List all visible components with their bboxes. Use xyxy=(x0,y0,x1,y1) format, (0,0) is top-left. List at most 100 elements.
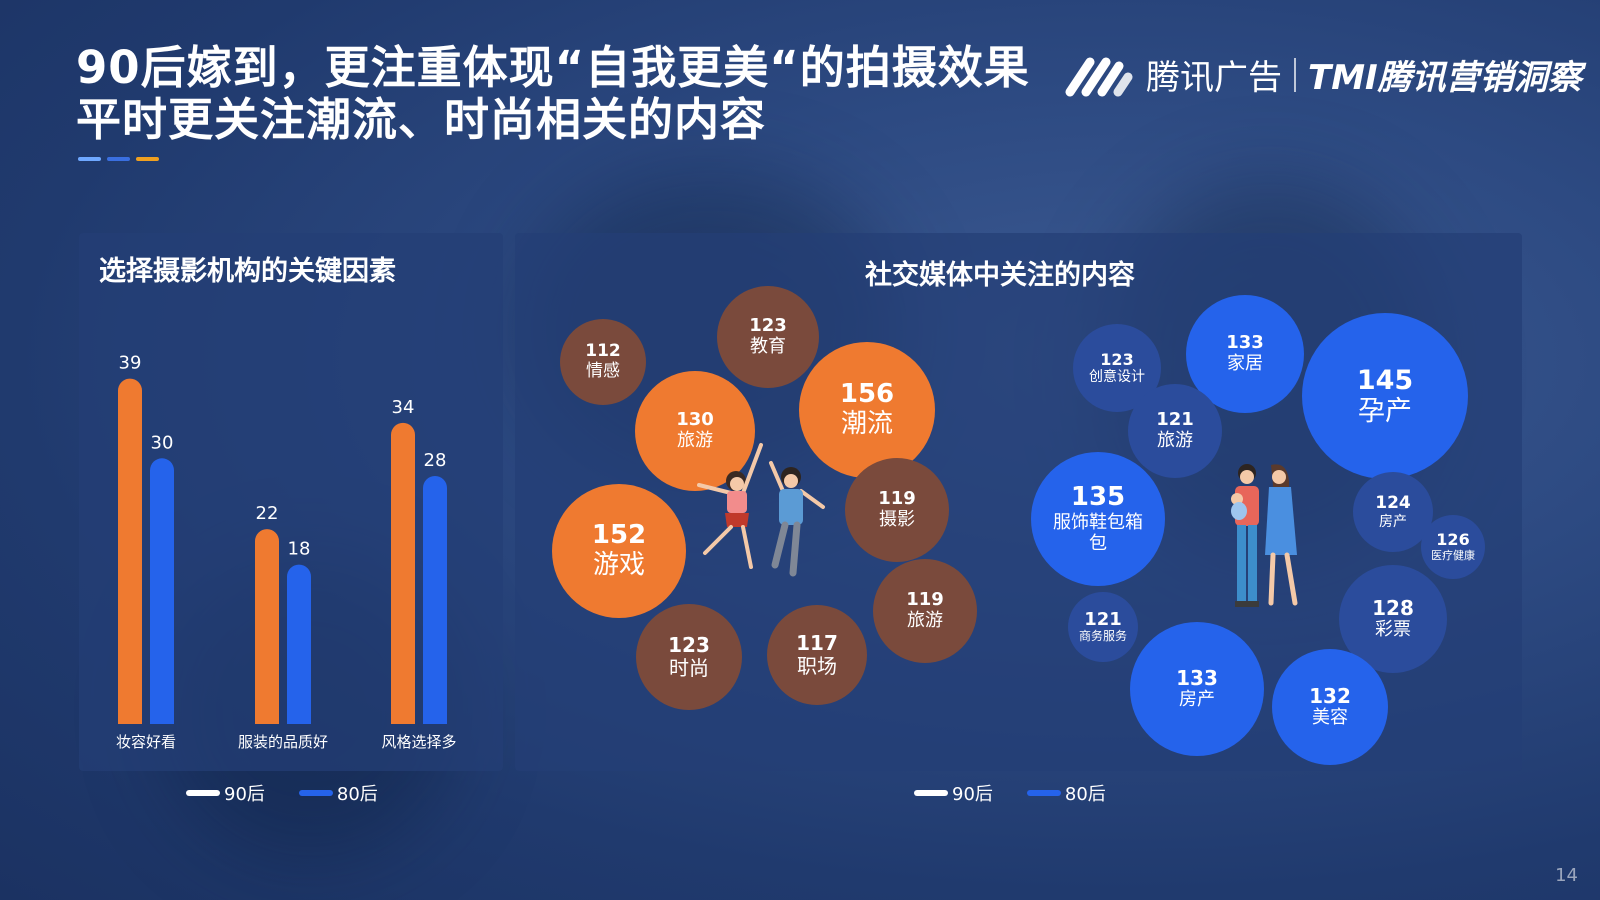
title-accent-bar xyxy=(78,157,159,161)
bar-chart-title: 选择摄影机构的关键因素 xyxy=(99,256,396,287)
legend-label-post80: 80后 xyxy=(336,784,378,805)
bubble-label: 家居 xyxy=(1227,353,1263,374)
bubble-post80: 124 房产 xyxy=(1353,472,1433,552)
legend-item-post90: 90后 xyxy=(914,780,993,806)
legend-item-post80: 80后 xyxy=(1026,780,1106,806)
bubble-chart-panel: 社交媒体中关注的内容 112 情感 123 教育 130 旅游 156 潮流 119 摄影 152 游… xyxy=(515,233,1522,771)
accent-dash-1 xyxy=(78,157,101,161)
page-title: 90后嫁到，更注重体现“自我更美“的拍摄效果 平时更关注潮流、时尚相关的内容 xyxy=(76,42,1030,146)
bubble-post80: 145 孕产 xyxy=(1302,313,1468,479)
legend-swatch-post80 xyxy=(298,790,333,796)
bubble-value: 132 xyxy=(1309,684,1351,709)
bubble-post80: 135 服饰鞋包箱包 xyxy=(1031,452,1165,586)
bar-post90 xyxy=(255,529,279,724)
legend-swatch-post90 xyxy=(186,790,220,796)
bubble-post80: 133 家居 xyxy=(1186,295,1304,413)
bubble-value: 123 xyxy=(1100,349,1134,369)
category-label: 妆容好看 xyxy=(116,733,176,751)
bubble-value: 124 xyxy=(1375,493,1411,514)
logo-sub-text: TMI腾讯营销洞察 xyxy=(1308,58,1582,98)
bubble-label: 房产 xyxy=(1179,689,1215,711)
bubble-chart-title: 社交媒体中关注的内容 xyxy=(865,260,1135,291)
tencent-ads-logo-icon xyxy=(1065,57,1133,96)
category-label: 风格选择多 xyxy=(381,733,456,751)
family-illustration xyxy=(1231,464,1298,607)
bubble-value: 119 xyxy=(878,488,916,510)
bubble-chart-legend: 90后 80后 xyxy=(914,780,1140,806)
bubble-post90: 152 游戏 xyxy=(552,484,686,618)
bubble-value: 119 xyxy=(906,589,944,611)
bubble-post90: 123 教育 xyxy=(717,286,819,388)
bubble-post90: 130 旅游 xyxy=(635,371,755,491)
bubble-label: 房产 xyxy=(1379,513,1407,530)
bubble-value: 121 xyxy=(1156,409,1194,431)
bubble-label: 医疗健康 xyxy=(1431,548,1475,562)
bubble-label: 服饰鞋包箱包 xyxy=(1053,512,1143,554)
bubble-post90: 117 职场 xyxy=(767,605,867,705)
legend-item-post90: 90后 xyxy=(186,780,265,806)
page-number: 14 xyxy=(1555,865,1578,886)
legend-swatch-post90 xyxy=(914,790,948,796)
bubble-value: 130 xyxy=(676,409,714,431)
bubble-post80: 121 商务服务 xyxy=(1068,592,1138,662)
category-label: 服装的品质好 xyxy=(238,733,328,751)
bubble-label: 时尚 xyxy=(669,656,709,680)
bar-post80 xyxy=(150,458,174,724)
logo-brand-text: 腾讯广告 xyxy=(1146,58,1282,98)
bubble-value: 156 xyxy=(839,379,895,410)
legend-swatch-post80 xyxy=(1026,790,1061,796)
bar-post90 xyxy=(118,378,142,724)
bubble-label: 旅游 xyxy=(1157,430,1193,451)
bubble-value: 152 xyxy=(591,520,647,551)
bubble-label: 职场 xyxy=(797,654,837,678)
bar-value-label: 30 xyxy=(151,432,174,453)
bubble-label: 美容 xyxy=(1312,707,1348,729)
young-couple-illustration xyxy=(697,443,825,577)
bubble-post90: 123 时尚 xyxy=(636,604,742,710)
bubble-value: 123 xyxy=(668,633,710,657)
legend-label-post90: 90后 xyxy=(952,784,993,805)
bubble-chart: 112 情感 123 教育 130 旅游 156 潮流 119 摄影 152 游戏 119 旅游 123 时尚… xyxy=(515,233,1522,771)
bubble-value: 128 xyxy=(1372,596,1414,621)
accent-dash-2 xyxy=(107,157,130,161)
bubble-label: 教育 xyxy=(750,336,786,357)
bubble-post80: 132 美容 xyxy=(1272,649,1388,765)
bubble-value: 123 xyxy=(749,315,787,337)
bubble-post90: 156 潮流 xyxy=(799,342,935,478)
bubble-label: 彩票 xyxy=(1375,619,1411,641)
bubble-value: 112 xyxy=(585,341,621,362)
bubble-label: 游戏 xyxy=(592,550,645,580)
bar-post80 xyxy=(287,564,311,724)
bubble-value: 145 xyxy=(1356,364,1414,396)
bubble-post90: 112 情感 xyxy=(560,319,646,405)
logo-separator xyxy=(1294,57,1296,92)
bubble-value: 133 xyxy=(1176,666,1218,691)
bar-chart-legend: 90后 80后 xyxy=(186,780,412,806)
accent-dash-3 xyxy=(136,157,159,161)
page-title-line1: 90后嫁到，更注重体现“自我更美“的拍摄效果 xyxy=(76,41,1030,94)
bar-post90 xyxy=(391,422,415,724)
bubble-post90: 119 旅游 xyxy=(873,559,977,663)
bar-post80 xyxy=(423,476,447,724)
brand-logo: 腾讯广告 TMI腾讯营销洞察 xyxy=(1064,50,1582,99)
bar-value-label: 28 xyxy=(424,450,447,471)
legend-label-post80: 80后 xyxy=(1064,784,1106,805)
bar-value-label: 34 xyxy=(392,397,415,418)
bubble-value: 121 xyxy=(1084,608,1122,630)
legend-item-post80: 80后 xyxy=(298,780,378,806)
legend-label-post90: 90后 xyxy=(224,784,265,805)
bar-value-label: 18 xyxy=(288,539,311,560)
bubble-label: 旅游 xyxy=(677,430,713,451)
bubble-post80: 133 房产 xyxy=(1130,622,1264,756)
bubble-value: 117 xyxy=(796,631,838,655)
bubble-post80: 126 医疗健康 xyxy=(1421,515,1485,579)
bar-chart-panel: 选择摄影机构的关键因素 39 30 妆容好看 22 18 服装的品质好 34 28 风格选择多 xyxy=(79,233,503,771)
page-title-line2: 平时更关注潮流、时尚相关的内容 xyxy=(76,93,767,146)
bubble-post80: 121 旅游 xyxy=(1128,384,1222,478)
bar-value-label: 39 xyxy=(119,353,142,374)
bubble-label: 创意设计 xyxy=(1089,369,1145,386)
bar-chart: 39 30 妆容好看 22 18 服装的品质好 34 28 风格选择多 xyxy=(116,353,457,751)
bubble-label: 潮流 xyxy=(840,409,893,439)
bubble-label: 摄影 xyxy=(879,509,915,530)
bubble-label: 旅游 xyxy=(907,610,943,631)
